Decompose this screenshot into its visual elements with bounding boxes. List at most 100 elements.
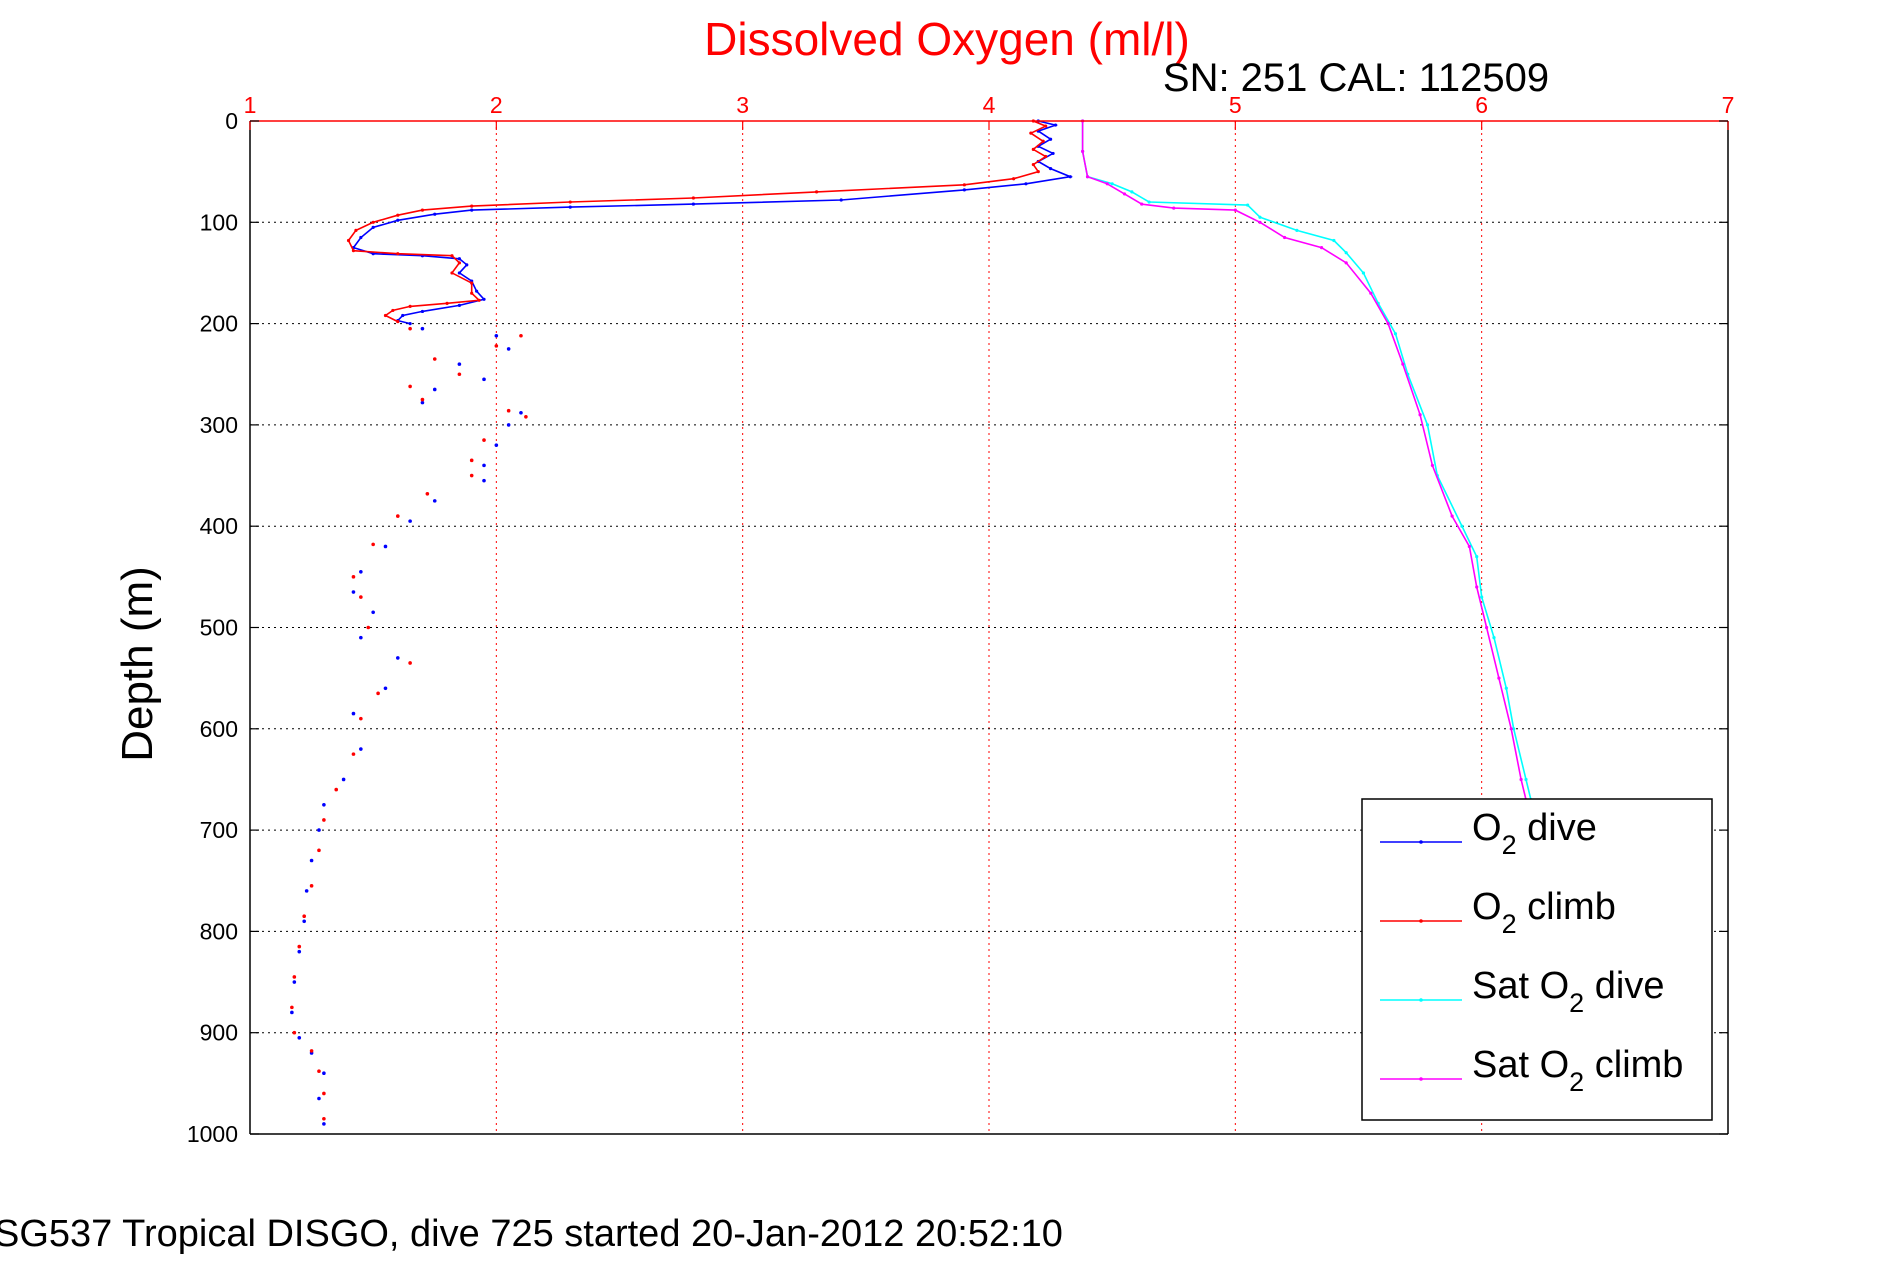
data-point-o2-dive xyxy=(433,212,437,216)
data-point-o2-climb-deep xyxy=(494,344,499,348)
data-point-o2-dive-deep xyxy=(420,326,425,331)
data-point-sat-o2-climb xyxy=(1233,208,1237,212)
data-point-o2-dive-deep xyxy=(297,949,302,954)
data-point-o2-climb xyxy=(396,252,400,256)
data-point-o2-climb-deep xyxy=(432,357,437,361)
data-point-o2-climb-deep xyxy=(317,848,321,853)
y-tick-label: 400 xyxy=(200,513,238,539)
series-o2-climb xyxy=(346,119,1048,324)
data-point-o2-dive xyxy=(359,235,363,240)
data-point-o2-dive xyxy=(457,257,461,261)
data-point-sat-o2-climb xyxy=(1475,585,1479,589)
data-point-sat-o2-dive xyxy=(1258,215,1262,219)
y-tick-label: 700 xyxy=(200,817,238,843)
data-point-o2-climb xyxy=(962,183,966,187)
y-ticks: 0 100 200 300 400 500 600 700 800 900 1000 xyxy=(187,108,1728,1147)
data-point-o2-climb xyxy=(1031,162,1035,167)
data-point-o2-dive xyxy=(401,313,405,318)
series-layer xyxy=(290,119,1533,1126)
data-point-sat-o2-climb xyxy=(1418,413,1422,417)
x-tick-label: 4 xyxy=(983,92,996,118)
data-point-o2-dive-deep xyxy=(351,711,356,716)
data-point-o2-climb-deep xyxy=(376,691,380,696)
data-point-o2-dive-deep xyxy=(351,590,356,594)
data-point-o2-climb xyxy=(470,204,474,208)
data-point-o2-dive xyxy=(396,218,400,222)
data-point-o2-climb xyxy=(1044,154,1048,159)
data-point-o2-dive xyxy=(1068,175,1072,179)
data-point-o2-dive-deep xyxy=(519,410,523,415)
data-point-sat-o2-dive xyxy=(1393,332,1398,336)
data-point-sat-o2-dive xyxy=(1344,251,1348,255)
data-point-o2-dive-deep xyxy=(383,686,388,691)
data-point-o2-dive-deep xyxy=(432,499,437,503)
data-point-o2-dive-deep xyxy=(408,519,412,523)
data-point-o2-climb xyxy=(1012,177,1016,181)
data-point-o2-climb-deep xyxy=(457,372,462,377)
data-point-o2-climb-deep xyxy=(322,1091,326,1096)
data-point-sat-o2-climb xyxy=(1401,362,1405,366)
data-point-sat-o2-climb xyxy=(1509,727,1513,731)
data-point-o2-dive-deep xyxy=(302,919,306,924)
data-point-o2-dive xyxy=(691,202,696,206)
data-point-o2-dive-deep xyxy=(359,569,363,574)
data-point-o2-climb-deep xyxy=(408,384,412,389)
data-point-sat-o2-dive xyxy=(1110,182,1114,186)
legend-box xyxy=(1361,798,1713,1121)
data-point-o2-climb xyxy=(408,304,412,308)
x-tick-label: 5 xyxy=(1229,92,1242,118)
data-point-o2-dive xyxy=(1048,167,1053,171)
data-point-o2-climb-deep xyxy=(322,1117,326,1121)
data-point-o2-climb-deep xyxy=(309,884,314,888)
data-point-o2-climb xyxy=(346,238,351,243)
data-point-o2-dive-deep xyxy=(371,610,375,615)
x-tick-label: 7 xyxy=(1722,92,1735,118)
data-point-o2-climb-deep xyxy=(290,1005,294,1010)
data-point-o2-climb xyxy=(354,228,358,233)
data-point-o2-dive-deep xyxy=(317,1096,321,1101)
data-point-o2-climb xyxy=(477,298,481,302)
data-point-sat-o2-climb xyxy=(1319,246,1324,250)
data-point-o2-climb-deep xyxy=(351,752,356,756)
data-point-o2-climb-deep xyxy=(519,333,523,338)
data-point-o2-dive-deep xyxy=(304,889,309,893)
data-point-o2-climb xyxy=(371,220,375,224)
data-point-o2-climb xyxy=(391,308,395,313)
data-point-sat-o2-dive xyxy=(1332,238,1336,243)
data-point-sat-o2-climb xyxy=(1085,175,1090,179)
data-point-sat-o2-dive xyxy=(1147,200,1151,204)
data-point-o2-dive-deep xyxy=(359,747,363,751)
data-point-o2-climb xyxy=(691,196,696,200)
data-point-o2-climb-deep xyxy=(506,408,511,413)
data-point-sat-o2-climb xyxy=(1497,676,1501,680)
data-point-sat-o2-climb xyxy=(1122,192,1127,196)
y-tick-label: 800 xyxy=(200,918,238,944)
data-point-sat-o2-dive xyxy=(1524,777,1528,782)
figure-caption: SG537 Tropical DISGO, dive 725 started 2… xyxy=(0,1213,1063,1255)
data-point-sat-o2-dive xyxy=(1504,686,1508,690)
data-point-o2-dive-deep xyxy=(482,478,486,483)
data-point-o2-dive-deep xyxy=(494,333,499,338)
data-point-o2-climb-deep xyxy=(482,438,486,442)
data-point-o2-dive xyxy=(371,252,375,256)
data-point-sat-o2-dive xyxy=(1246,203,1250,207)
data-point-sat-o2-climb xyxy=(1519,777,1523,782)
data-point-o2-climb-deep xyxy=(322,818,326,822)
data-point-o2-dive xyxy=(1053,123,1058,127)
data-point-o2-dive-deep xyxy=(432,387,437,392)
legend-label-o2-dive: O2 dive xyxy=(1472,807,1597,860)
data-point-o2-dive-deep xyxy=(297,1035,302,1040)
data-point-o2-dive-deep xyxy=(290,1010,294,1015)
y-tick-label: 200 xyxy=(200,311,238,337)
data-point-o2-climb xyxy=(351,249,356,253)
data-point-sat-o2-climb xyxy=(1081,149,1085,153)
data-point-o2-dive-deep xyxy=(396,656,400,660)
data-point-o2-dive-deep xyxy=(309,858,314,863)
series-o2-climb-deep xyxy=(290,326,528,1121)
data-point-o2-climb-deep xyxy=(469,458,474,463)
data-point-o2-climb-deep xyxy=(292,975,297,979)
data-point-o2-climb xyxy=(383,313,388,318)
x-tick-label: 1 xyxy=(244,92,257,118)
data-point-sat-o2-dive xyxy=(1460,524,1464,528)
data-point-o2-climb xyxy=(450,271,454,275)
